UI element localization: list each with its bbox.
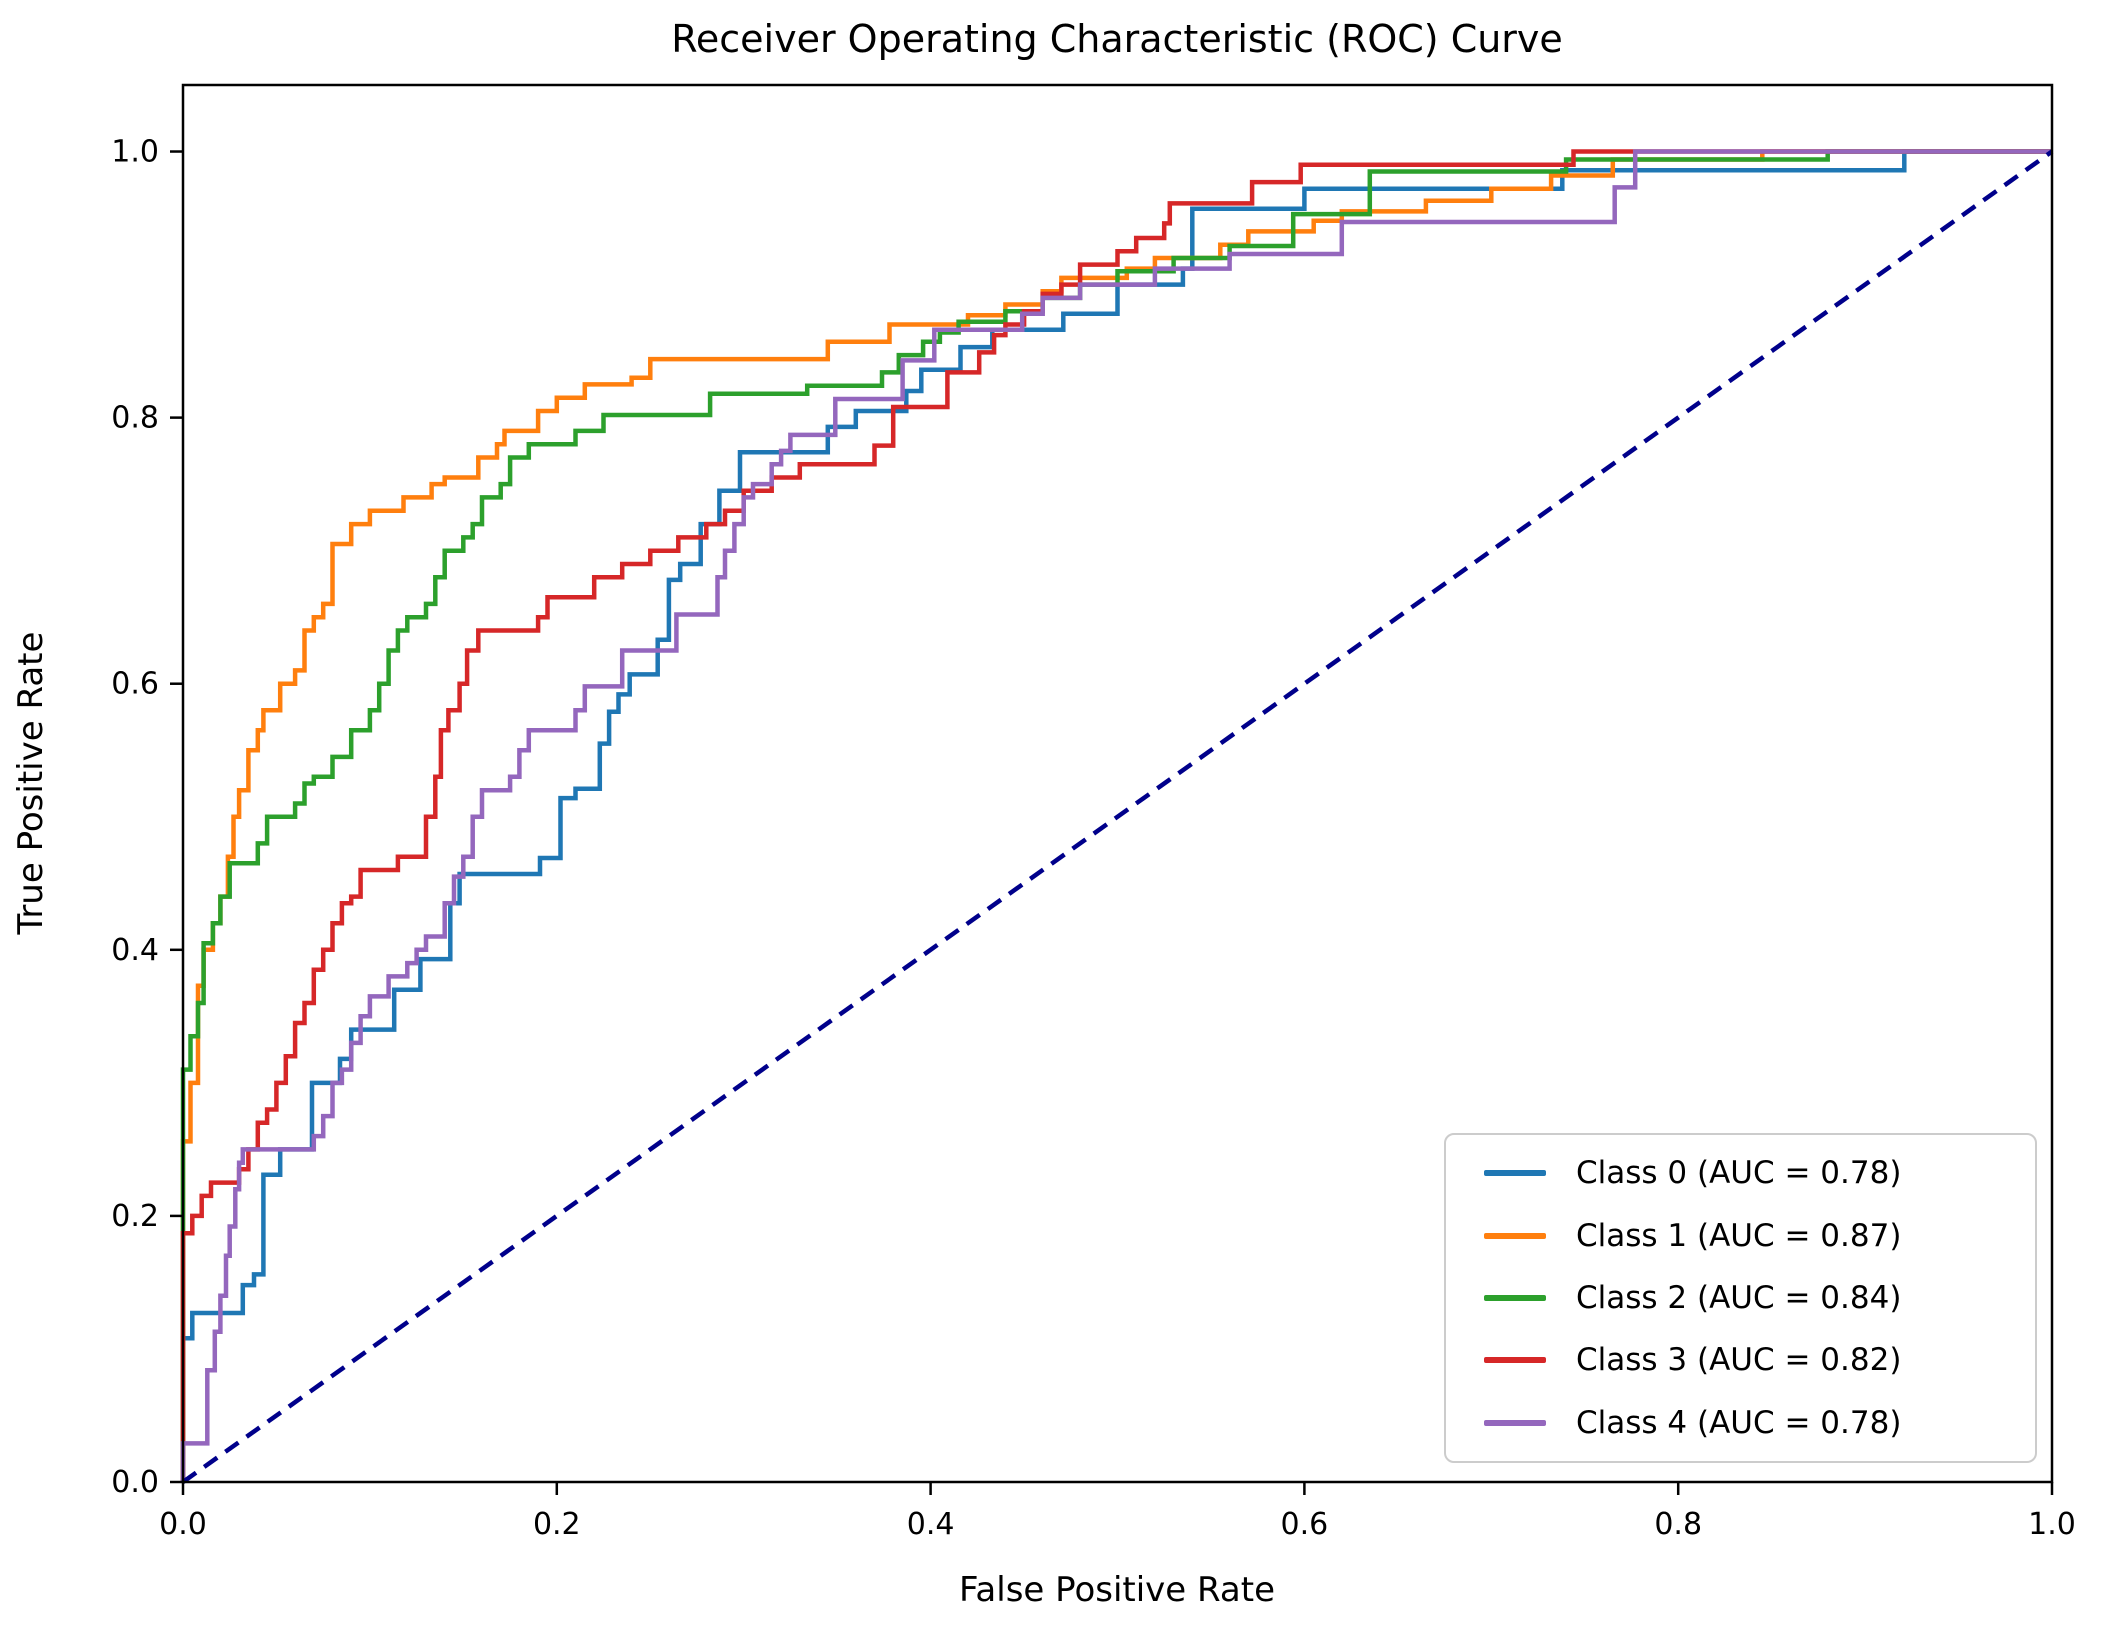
x-tick-label: 0.2 [533,1507,581,1542]
legend-line-swatch [1484,1357,1546,1364]
roc-curve-class-4 [180,149,2052,1482]
axes-layer: 0.0 0.2 0.4 0.6 0.8 1.0 0.0 0.2 0.4 0.6 0.8 1.0 [111,83,2076,1542]
legend-item: Class 4 (AUC = 0.78) [1446,1393,2035,1453]
x-tick-label: 0.6 [1281,1507,1329,1542]
x-tick-label: 0.0 [159,1507,207,1542]
y-tick-label: 0.8 [111,401,159,436]
y-tick-label: 0.4 [111,933,159,968]
roc-curves-layer [180,149,2054,1484]
x-tick-label: 1.0 [2028,1507,2076,1542]
legend-item: Class 1 (AUC = 0.87) [1446,1206,2035,1266]
y-tick-label: 0.0 [111,1465,159,1500]
legend-item-label: Class 1 (AUC = 0.87) [1576,1217,1902,1254]
x-tick-label: 0.8 [1654,1507,1702,1542]
legend-item: Class 2 (AUC = 0.84) [1446,1268,2035,1328]
legend-line-swatch [1484,1232,1546,1239]
legend-item: Class 3 (AUC = 0.82) [1446,1330,2035,1390]
roc-curve-class-0 [180,149,2052,1482]
legend-line-swatch [1484,1170,1546,1177]
y-tick-label: 0.6 [111,667,159,702]
chart-title: Receiver Operating Characteristic (ROC) … [671,17,1563,61]
legend-line-swatch [1484,1419,1546,1426]
chance-diagonal-line [181,149,2054,1484]
legend-item-label: Class 0 (AUC = 0.78) [1576,1155,1902,1192]
axes-spines [181,83,2054,1484]
legend-box: Class 0 (AUC = 0.78) Class 1 (AUC = 0.87)… [1444,1133,2037,1463]
y-tick-label: 1.0 [111,135,159,170]
y-axis-label: True Positive Rate [11,632,51,936]
legend-item-label: Class 3 (AUC = 0.82) [1576,1342,1902,1379]
roc-curve-class-3 [180,149,2052,1482]
legend-item-label: Class 2 (AUC = 0.84) [1576,1279,1902,1316]
legend-item-label: Class 4 (AUC = 0.78) [1576,1404,1902,1441]
legend-item: Class 0 (AUC = 0.78) [1446,1143,2035,1203]
x-tick-label: 0.4 [907,1507,955,1542]
legend-line-swatch [1484,1294,1546,1301]
y-tick-label: 0.2 [111,1199,159,1234]
x-axis-label: False Positive Rate [959,1570,1275,1610]
